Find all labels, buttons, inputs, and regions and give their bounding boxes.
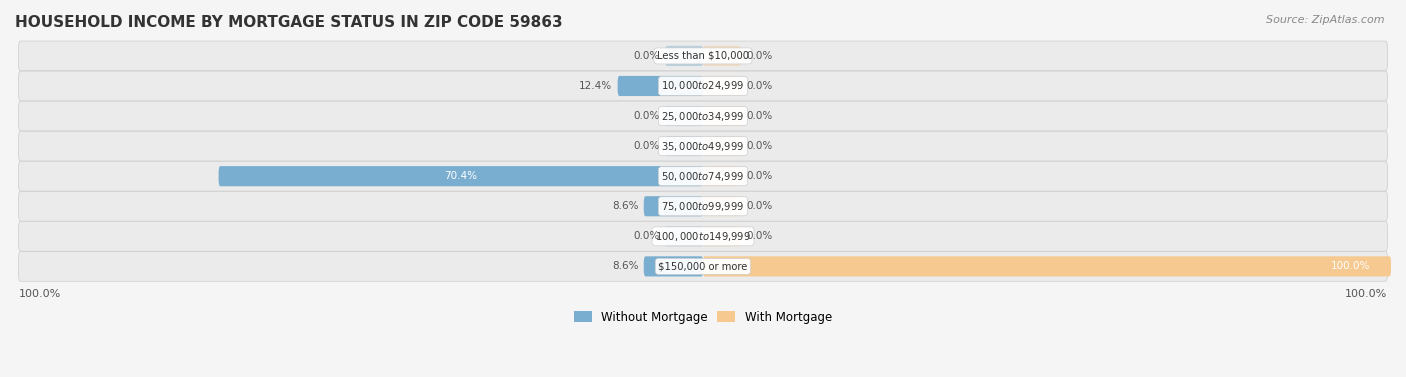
Text: $35,000 to $49,999: $35,000 to $49,999 xyxy=(661,139,745,153)
FancyBboxPatch shape xyxy=(18,131,1388,161)
Text: 100.0%: 100.0% xyxy=(1331,261,1371,271)
FancyBboxPatch shape xyxy=(703,226,741,247)
Text: $25,000 to $34,999: $25,000 to $34,999 xyxy=(661,110,745,123)
FancyBboxPatch shape xyxy=(703,136,741,156)
Text: $150,000 or more: $150,000 or more xyxy=(658,261,748,271)
FancyBboxPatch shape xyxy=(703,196,741,216)
Text: $10,000 to $24,999: $10,000 to $24,999 xyxy=(661,80,745,92)
Text: 100.0%: 100.0% xyxy=(18,289,60,299)
FancyBboxPatch shape xyxy=(644,256,703,276)
FancyBboxPatch shape xyxy=(18,41,1388,71)
Text: $50,000 to $74,999: $50,000 to $74,999 xyxy=(661,170,745,183)
FancyBboxPatch shape xyxy=(703,76,741,96)
FancyBboxPatch shape xyxy=(18,192,1388,221)
Text: $75,000 to $99,999: $75,000 to $99,999 xyxy=(661,200,745,213)
Text: 0.0%: 0.0% xyxy=(747,201,772,211)
FancyBboxPatch shape xyxy=(665,106,703,126)
Text: 0.0%: 0.0% xyxy=(634,231,659,241)
Text: 0.0%: 0.0% xyxy=(747,171,772,181)
Text: 0.0%: 0.0% xyxy=(747,231,772,241)
Text: 0.0%: 0.0% xyxy=(747,111,772,121)
FancyBboxPatch shape xyxy=(665,226,703,247)
Text: 0.0%: 0.0% xyxy=(634,111,659,121)
FancyBboxPatch shape xyxy=(18,101,1388,131)
FancyBboxPatch shape xyxy=(665,136,703,156)
FancyBboxPatch shape xyxy=(18,221,1388,251)
Text: 0.0%: 0.0% xyxy=(634,51,659,61)
FancyBboxPatch shape xyxy=(665,46,703,66)
Text: 0.0%: 0.0% xyxy=(634,141,659,151)
Legend: Without Mortgage, With Mortgage: Without Mortgage, With Mortgage xyxy=(569,306,837,328)
Text: 8.6%: 8.6% xyxy=(612,201,638,211)
FancyBboxPatch shape xyxy=(18,71,1388,101)
FancyBboxPatch shape xyxy=(18,251,1388,281)
FancyBboxPatch shape xyxy=(617,76,703,96)
Text: 8.6%: 8.6% xyxy=(612,261,638,271)
Text: 70.4%: 70.4% xyxy=(444,171,477,181)
Text: HOUSEHOLD INCOME BY MORTGAGE STATUS IN ZIP CODE 59863: HOUSEHOLD INCOME BY MORTGAGE STATUS IN Z… xyxy=(15,15,562,30)
Text: 0.0%: 0.0% xyxy=(747,51,772,61)
FancyBboxPatch shape xyxy=(18,161,1388,191)
FancyBboxPatch shape xyxy=(644,196,703,216)
Text: $100,000 to $149,999: $100,000 to $149,999 xyxy=(655,230,751,243)
Text: Less than $10,000: Less than $10,000 xyxy=(657,51,749,61)
FancyBboxPatch shape xyxy=(703,106,741,126)
FancyBboxPatch shape xyxy=(703,256,1391,276)
Text: 0.0%: 0.0% xyxy=(747,81,772,91)
FancyBboxPatch shape xyxy=(218,166,703,186)
Text: Source: ZipAtlas.com: Source: ZipAtlas.com xyxy=(1267,15,1385,25)
Text: 100.0%: 100.0% xyxy=(1346,289,1388,299)
Text: 12.4%: 12.4% xyxy=(579,81,612,91)
Text: 0.0%: 0.0% xyxy=(747,141,772,151)
FancyBboxPatch shape xyxy=(703,166,741,186)
FancyBboxPatch shape xyxy=(703,46,741,66)
